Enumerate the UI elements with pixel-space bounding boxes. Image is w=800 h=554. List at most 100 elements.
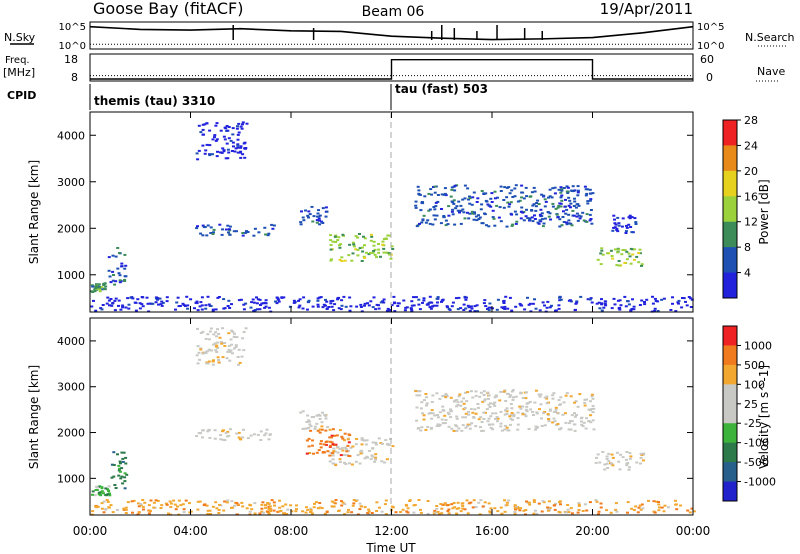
range-cell (343, 432, 347, 435)
range-cell (477, 218, 481, 220)
range-cell (111, 301, 115, 304)
range-cell (226, 430, 230, 433)
range-cell (211, 153, 214, 156)
range-cell (292, 301, 296, 304)
range-cell (419, 511, 423, 514)
range-cell (327, 306, 331, 308)
range-cell (482, 302, 486, 305)
range-cell (474, 215, 478, 218)
range-cell (331, 462, 335, 465)
range-cell (581, 211, 585, 214)
range-cell (621, 249, 625, 251)
range-cell (105, 499, 109, 501)
range-cell (499, 190, 503, 192)
range-cell (499, 390, 503, 393)
range-cell (198, 358, 201, 361)
range-cell (625, 463, 629, 466)
range-cell (338, 246, 342, 249)
range-cell (613, 222, 617, 225)
range-cell (689, 306, 693, 308)
colorbar-swatch (723, 403, 737, 424)
range-cell (573, 429, 577, 432)
range-cell (539, 403, 543, 406)
range-cell (237, 122, 241, 125)
range-cell (454, 297, 458, 300)
range-cell (130, 500, 134, 503)
range-cell (368, 449, 371, 452)
range-cell (330, 436, 333, 439)
range-cell (491, 423, 495, 426)
range-cell (432, 214, 436, 217)
range-cell (558, 511, 562, 514)
range-cell (301, 410, 305, 413)
range-cell (201, 133, 205, 136)
range-cell (307, 299, 311, 302)
range-cell (514, 222, 518, 225)
range-cell (538, 309, 542, 312)
range-cell (352, 502, 356, 505)
range-cell (548, 212, 552, 215)
range-cell (237, 348, 241, 351)
range-cell (174, 308, 177, 311)
range-cell (603, 302, 607, 305)
range-cell (585, 509, 589, 512)
range-cell (318, 223, 322, 226)
range-cell (623, 295, 627, 298)
range-cell (230, 303, 233, 306)
range-cell (92, 299, 95, 302)
range-cell (444, 419, 448, 421)
range-cell (112, 464, 116, 466)
range-cell (354, 500, 358, 502)
range-cell (319, 446, 323, 449)
range-cell (589, 198, 593, 201)
range-cell (523, 413, 527, 416)
range-cell (480, 190, 484, 192)
range-cell (226, 499, 230, 502)
range-cell (532, 203, 536, 206)
range-cell (409, 307, 413, 310)
range-cell (453, 223, 457, 226)
range-cell (338, 244, 341, 247)
range-cell (182, 508, 186, 511)
range-cell (440, 418, 444, 421)
range-cell (418, 193, 422, 196)
range-cell (459, 510, 463, 513)
range-cell (586, 298, 590, 301)
colorbar-swatch (723, 196, 737, 223)
range-cell (524, 397, 528, 400)
range-cell (589, 409, 593, 412)
range-cell (269, 510, 273, 512)
range-cell (239, 125, 243, 128)
range-cell (259, 304, 262, 306)
range-cell (440, 193, 444, 196)
range-cell (552, 410, 556, 413)
range-cell (118, 470, 122, 473)
range-cell (438, 513, 441, 515)
range-cell (309, 425, 313, 428)
range-cell (235, 502, 239, 505)
range-cell (239, 298, 243, 301)
range-cell (227, 348, 231, 351)
range-cell (107, 299, 111, 302)
range-cell (338, 461, 342, 464)
range-cell (498, 399, 502, 402)
range-cell (647, 499, 650, 502)
range-cell (502, 206, 506, 209)
range-cell (197, 149, 201, 152)
range-cell (189, 510, 193, 513)
range-cell (548, 306, 552, 309)
range-cell (463, 391, 467, 394)
range-cell (412, 511, 416, 514)
range-cell (554, 207, 558, 210)
range-cell (472, 499, 476, 502)
range-cell (90, 284, 94, 287)
range-cell (219, 151, 222, 154)
range-cell (384, 251, 388, 254)
range-cell (355, 438, 359, 440)
range-cell (313, 425, 317, 428)
range-cell (361, 250, 365, 253)
power-colorbar-label: Power [dB] (757, 179, 771, 244)
range-cell (240, 501, 244, 504)
range-cell (461, 424, 465, 427)
range-cell (565, 190, 569, 193)
